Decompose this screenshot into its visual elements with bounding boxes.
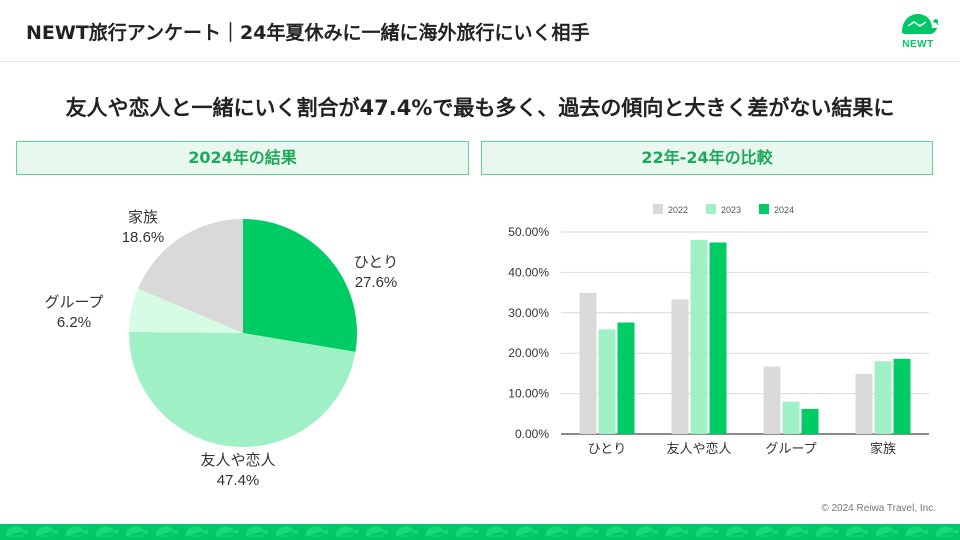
turtle-icon [335,526,359,537]
footer-band [0,524,960,540]
turtle-icon [65,526,89,537]
turtle-icon [245,526,269,537]
y-tick-label: 50.00% [508,225,549,239]
turtle-icon [35,526,59,537]
bar-2024-4 [893,358,911,434]
bar-2023-1 [598,329,616,434]
turtle-icon [125,526,149,537]
pie-label: 家族 [128,208,158,226]
turtle-icon [815,526,839,537]
turtle-icon [185,526,209,537]
turtle-icon [635,526,659,537]
turtle-icon [425,526,449,537]
turtle-icon [905,526,929,537]
x-tick-label: 友人や恋人 [666,441,731,457]
turtle-icon [875,526,899,537]
y-tick-label: 30.00% [508,306,549,320]
turtle-pattern [5,526,959,537]
logo-text: NEWT [902,39,934,50]
x-tick-label: 家族 [870,441,896,457]
turtle-icon [275,526,299,537]
pie-label: グループ [44,293,103,311]
pie-slice-4 [137,219,243,333]
turtle-icon [605,526,629,537]
pie-label: ひとり [354,253,399,271]
bar-chart: 0.00% 10.00% 20.00% 30.00% 40.00% 50.00% 2022 2… [508,204,929,457]
bar-2024-2 [709,242,727,434]
turtle-icon [455,526,479,537]
turtle-icon [95,526,119,537]
turtle-icon [725,526,749,537]
y-tick-label: 0.00% [515,427,549,441]
page-title: NEWT旅行アンケート｜24年夏休みに一緒に海外旅行にいく相手 [26,22,590,44]
bar-2024-1 [617,322,635,434]
pie-chart: ひとり 27.6% 友人や恋人 47.4% グループ 6.2% 家族 18.6% [44,208,399,489]
pie-label: 友人や恋人 [200,451,275,469]
pie-slice-3 [129,288,243,333]
x-tick-label: グループ [765,442,816,457]
copyright: © 2024 Reiwa Travel, Inc. [821,503,936,514]
turtle-icon [935,526,959,537]
turtle-icon [485,526,509,537]
panel-title-comparison: 22年-24年の比較 [481,141,933,175]
panel-title-2024: 2024年の結果 [16,141,469,175]
legend-label: 2023 [721,205,741,215]
turtle-icon [755,526,779,537]
pie-value-label: 18.6% [122,229,165,246]
bar-2022-3 [763,366,781,434]
turtle-icon [305,526,329,537]
turtle-icon [695,526,719,537]
bar-2022-1 [579,293,597,434]
newt-logo: NEWT [896,10,940,50]
x-tick-label: ひとり [588,442,627,457]
bar-2022-2 [671,299,689,434]
pie-value-label: 6.2% [57,314,91,331]
y-tick-label: 20.00% [508,346,549,360]
turtle-icon [545,526,569,537]
legend-swatch [706,204,716,214]
legend-swatch [653,204,663,214]
bar-2022-4 [855,373,873,434]
legend-swatch [759,204,769,214]
turtle-icon [5,526,29,537]
turtle-icon [902,14,938,34]
legend-label: 2022 [668,205,688,215]
bar-2023-3 [782,401,800,434]
pie-slice-2 [129,331,356,447]
turtle-icon [845,526,869,537]
turtle-icon [515,526,539,537]
turtle-icon [665,526,689,537]
bar-2023-2 [690,240,708,434]
turtle-icon [155,526,179,537]
legend-label: 2024 [774,205,794,215]
turtle-icon [785,526,809,537]
turtle-icon [575,526,599,537]
header: NEWT旅行アンケート｜24年夏休みに一緒に海外旅行にいく相手 NEWT [0,0,960,62]
bar-2024-3 [801,408,819,434]
y-tick-label: 40.00% [508,265,549,279]
pie-value-label: 27.6% [355,274,398,291]
bar-2023-4 [874,361,892,434]
pie-slice-1 [243,219,357,352]
turtle-icon [395,526,419,537]
headline: 友人や恋人と一緒にいく割合が47.4%で最も多く、過去の傾向と大きく差がない結果… [65,96,895,120]
y-tick-label: 10.00% [508,387,549,401]
pie-value-label: 47.4% [217,472,260,489]
turtle-icon [365,526,389,537]
turtle-icon [215,526,239,537]
